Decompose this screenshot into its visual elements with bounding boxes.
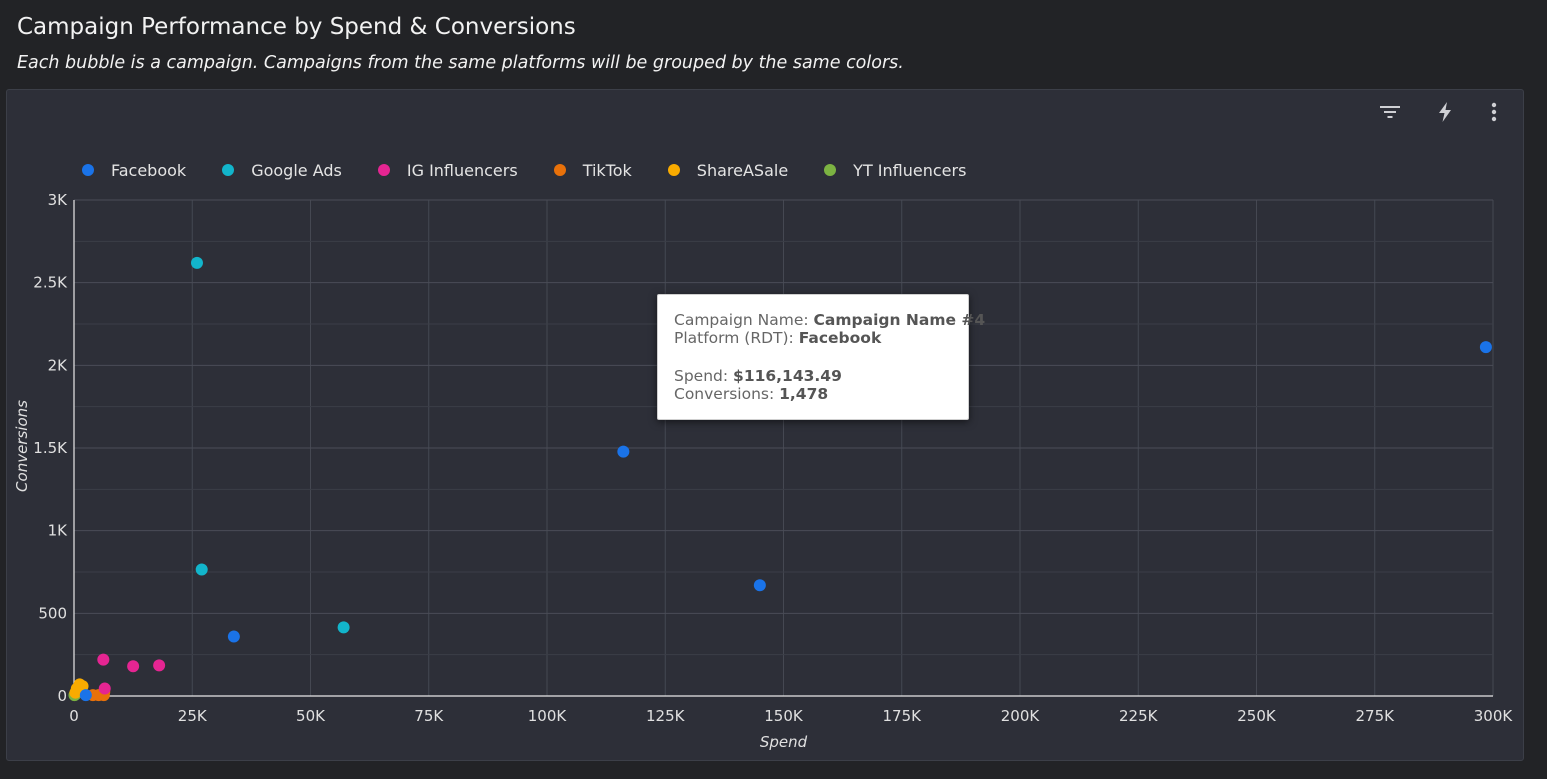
y-tick-label: 2K <box>48 356 69 374</box>
y-axis-title: Conversions <box>13 400 31 492</box>
x-tick-label: 200K <box>1001 707 1041 725</box>
legend-label-tiktok: TikTok <box>582 160 632 180</box>
page-title: Campaign Performance by Spend & Conversi… <box>17 14 576 40</box>
legend-label-shareasale: ShareASale <box>696 160 789 180</box>
data-point-google-ads <box>195 563 208 576</box>
tooltip-conversions-label: Conversions: <box>674 385 780 403</box>
x-tick-label: 175K <box>883 707 923 725</box>
x-tick-label: 250K <box>1237 707 1277 725</box>
x-tick-label: 150K <box>764 707 804 725</box>
tooltip-spend-value: $116,143.49 <box>733 367 842 385</box>
data-point-google-ads <box>190 256 203 269</box>
legend-label-yt-influencers: YT Influencers <box>853 160 967 180</box>
tooltip-campaign-value: Campaign Name #4 <box>813 311 986 329</box>
legend-dot-ig-influencers <box>377 164 390 176</box>
x-tick-label: 225K <box>1119 707 1159 725</box>
data-point-facebook <box>753 579 766 592</box>
filter-icon[interactable] <box>1375 98 1405 126</box>
tooltip-campaign-row: Campaign Name: Campaign Name #4 <box>674 311 985 329</box>
chart-legend: Facebook Google Ads IG Influencers TikTo… <box>82 159 1002 181</box>
tooltip-platform-row: Platform (RDT): Facebook <box>674 329 952 347</box>
x-tick-label: 100K <box>528 707 568 725</box>
legend-dot-tiktok <box>553 164 566 176</box>
x-tick-label: 25K <box>178 707 208 725</box>
tooltip-spend-label: Spend: <box>674 367 734 385</box>
x-tick-label: 75K <box>414 707 444 725</box>
tooltip-platform-label: Platform (RDT): <box>674 329 799 347</box>
data-point-ig-influencers <box>127 660 140 673</box>
tooltip-platform-value: Facebook <box>798 329 882 347</box>
data-point-shareasale <box>76 680 89 693</box>
more-vert-icon[interactable] <box>1479 98 1509 126</box>
legend-item-tiktok[interactable]: TikTok <box>553 160 632 180</box>
legend-dot-yt-influencers <box>824 164 837 176</box>
data-point-facebook <box>79 689 92 702</box>
legend-label-facebook: Facebook <box>111 160 187 180</box>
x-tick-label: 0 <box>69 707 79 725</box>
legend-dot-google-ads <box>222 164 235 176</box>
data-point-ig-influencers <box>97 653 110 666</box>
data-point-facebook <box>617 445 630 458</box>
legend-label-ig-influencers: IG Influencers <box>406 160 518 180</box>
data-tooltip: Campaign Name: Campaign Name #4 Platform… <box>657 294 985 420</box>
page-subtitle: Each bubble is a campaign. Campaigns fro… <box>17 53 904 73</box>
tooltip-spend-row: Spend: $116,143.49 <box>674 367 952 385</box>
legend-dot-shareasale <box>667 164 680 176</box>
y-tick-label: 3K <box>48 191 69 209</box>
x-tick-label: 50K <box>296 707 326 725</box>
tooltip-conversions-row: Conversions: 1,478 <box>674 385 952 403</box>
tooltip-campaign-label: Campaign Name: <box>674 311 814 329</box>
x-tick-label: 125K <box>646 707 686 725</box>
legend-item-google-ads[interactable]: Google Ads <box>222 161 342 180</box>
legend-label-google-ads: Google Ads <box>251 160 342 180</box>
y-tick-label: 500 <box>38 604 67 622</box>
data-point-facebook <box>227 630 240 643</box>
legend-item-shareasale[interactable]: ShareASale <box>667 160 789 180</box>
y-tick-label: 1K <box>48 522 69 540</box>
data-point-google-ads <box>337 621 350 634</box>
x-tick-label: 275K <box>1356 707 1396 725</box>
legend-dot-facebook <box>82 164 94 176</box>
chart-card <box>6 89 1524 761</box>
y-tick-label: 0 <box>57 687 67 705</box>
data-point-ig-influencers <box>98 682 111 695</box>
legend-item-yt-influencers[interactable]: YT Influencers <box>824 161 966 180</box>
legend-item-ig-influencers[interactable]: IG Influencers <box>377 160 518 180</box>
data-point-ig-influencers <box>153 659 166 672</box>
tooltip-conversions-value: 1,478 <box>779 385 829 403</box>
y-tick-label: 1.5K <box>33 439 68 457</box>
legend-item-facebook[interactable]: Facebook <box>82 161 186 180</box>
y-tick-label: 2.5K <box>33 274 68 292</box>
x-tick-label: 300K <box>1474 707 1514 725</box>
lightning-icon[interactable] <box>1430 98 1460 126</box>
x-axis-title: Spend <box>760 733 808 751</box>
data-point-facebook <box>1479 341 1492 354</box>
